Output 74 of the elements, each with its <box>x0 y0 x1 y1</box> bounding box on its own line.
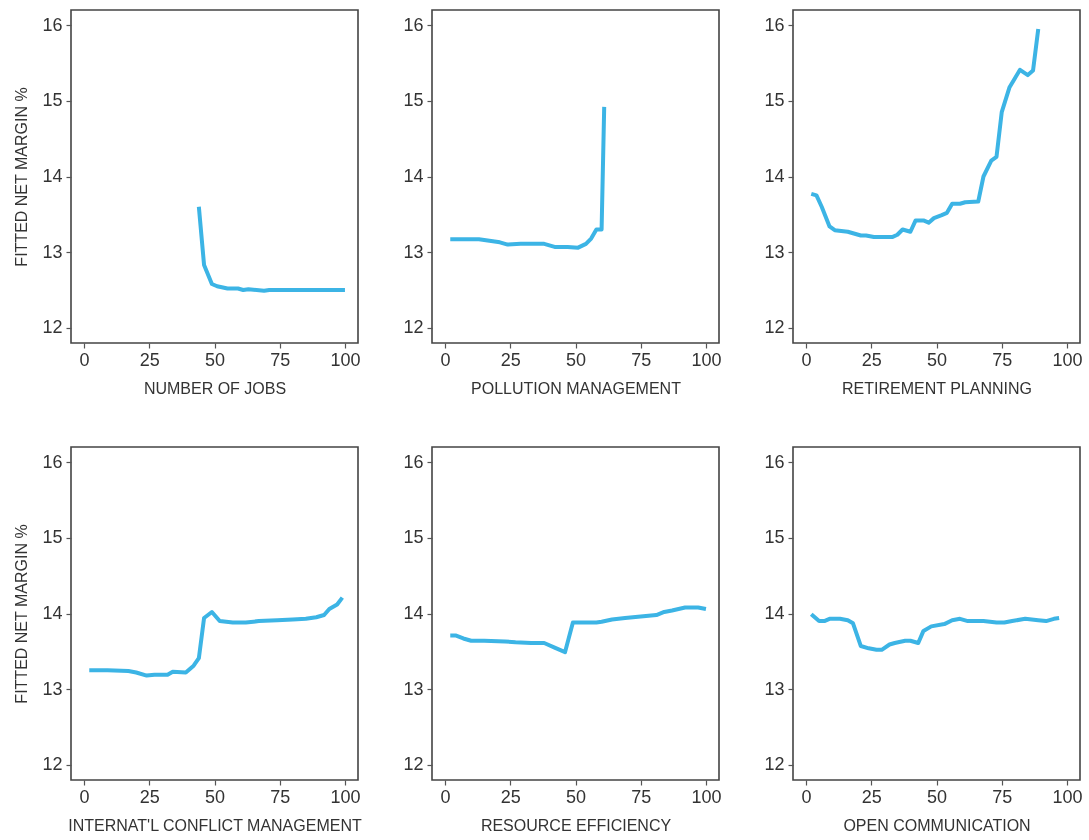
x-axis-title: POLLUTION MANAGEMENT <box>471 379 682 397</box>
line-series <box>87 595 345 678</box>
x-tick-label: 75 <box>270 349 291 370</box>
x-tick-label: 50 <box>565 349 587 370</box>
y-tick-label: 15 <box>764 90 785 111</box>
y-tick-label: 12 <box>764 317 785 338</box>
x-tick-label: 100 <box>330 349 361 370</box>
y-tick-label: 12 <box>42 754 63 775</box>
x-axis-title: RETIREMENT PLANNING <box>842 379 1032 397</box>
x-axis-title: OPEN COMMUNICATION <box>843 816 1031 834</box>
x-tick-label: 50 <box>926 349 948 370</box>
y-tick-label: 16 <box>403 451 424 472</box>
x-tick-label: 25 <box>139 349 160 370</box>
x-tick-label: 100 <box>330 786 361 807</box>
y-tick-label: 15 <box>42 527 63 548</box>
y-tick-label: 13 <box>764 241 785 262</box>
x-tick-label: 0 <box>79 786 90 807</box>
x-tick-label: 0 <box>801 786 812 807</box>
x-tick-label: 75 <box>631 786 652 807</box>
x-axis-title: INTERNAT'L CONFLICT MANAGEMENT <box>68 816 362 834</box>
y-axis-title: FITTED NET MARGIN % <box>13 87 31 267</box>
y-tick-label: 13 <box>42 678 63 699</box>
y-tick-label: 16 <box>764 14 785 35</box>
line-series <box>809 612 1062 652</box>
y-tick-label: 14 <box>403 603 424 623</box>
x-tick-label: 75 <box>631 349 652 370</box>
x-tick-label: 100 <box>691 349 722 370</box>
y-tick-label: 15 <box>42 90 63 111</box>
y-tick-label: 13 <box>403 678 424 699</box>
y-tick-label: 14 <box>764 166 785 186</box>
x-tick-label: 25 <box>861 786 882 807</box>
x-tick-label: 0 <box>801 349 812 370</box>
x-tick-label: 100 <box>691 786 722 807</box>
y-tick-label: 12 <box>403 317 424 338</box>
y-tick-label: 16 <box>42 14 63 35</box>
x-tick-label: 0 <box>440 349 451 370</box>
y-tick-label: 15 <box>403 527 424 548</box>
y-tick-label: 15 <box>764 527 785 548</box>
x-tick-label: 75 <box>992 786 1013 807</box>
y-tick-label: 16 <box>403 14 424 35</box>
line-series <box>196 204 347 293</box>
x-tick-label: 25 <box>500 349 521 370</box>
y-tick-label: 16 <box>764 451 785 472</box>
x-tick-label: 25 <box>500 786 521 807</box>
x-axis-title: RESOURCE EFFICIENCY <box>480 816 672 834</box>
x-tick-label: 50 <box>926 786 948 807</box>
x-tick-label: 0 <box>79 349 90 370</box>
y-tick-label: 12 <box>764 754 785 775</box>
y-tick-label: 14 <box>42 166 63 186</box>
y-tick-label: 15 <box>403 90 424 111</box>
x-tick-label: 0 <box>440 786 451 807</box>
x-tick-label: 50 <box>204 786 226 807</box>
y-tick-label: 13 <box>764 678 785 699</box>
x-tick-label: 25 <box>139 786 160 807</box>
x-tick-label: 50 <box>204 349 226 370</box>
x-axis-title: NUMBER OF JOBS <box>143 379 287 397</box>
y-axis-title: FITTED NET MARGIN % <box>13 524 31 704</box>
x-tick-label: 50 <box>565 786 587 807</box>
x-tick-label: 25 <box>861 349 882 370</box>
y-tick-label: 16 <box>42 451 63 472</box>
x-tick-label: 75 <box>992 349 1013 370</box>
y-tick-label: 12 <box>403 754 424 775</box>
y-tick-label: 13 <box>42 241 63 262</box>
x-tick-label: 75 <box>270 786 291 807</box>
line-series <box>448 104 607 250</box>
y-tick-label: 12 <box>42 317 63 338</box>
x-tick-label: 100 <box>1052 349 1083 370</box>
line-series <box>448 605 708 655</box>
line-series <box>809 26 1041 240</box>
y-tick-label: 13 <box>403 241 424 262</box>
x-tick-label: 100 <box>1052 786 1083 807</box>
y-tick-label: 14 <box>42 603 63 623</box>
y-tick-label: 14 <box>764 603 785 623</box>
y-tick-label: 14 <box>403 166 424 186</box>
